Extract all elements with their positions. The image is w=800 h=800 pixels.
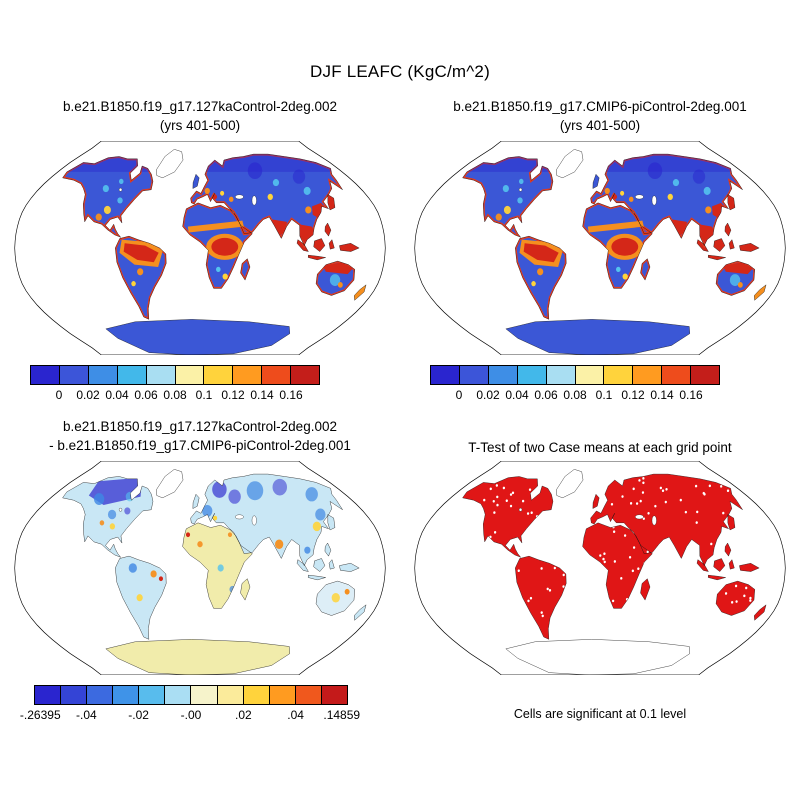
map-case2: [414, 141, 786, 355]
colorbar-segment: [242, 686, 269, 704]
colorbar-tick-label: 0.12: [221, 388, 245, 402]
world-map: [14, 461, 386, 675]
colorbar-segment: [603, 366, 633, 384]
colorbar-tick-label: 0.16: [679, 388, 703, 402]
colorbar-tick-label: 0.12: [621, 388, 645, 402]
colorbar-tick-label: 0.14: [250, 388, 274, 402]
world-map: [414, 461, 786, 675]
colorbar-segment: [545, 366, 575, 384]
colorbar-segment: [574, 366, 604, 384]
colorbar-segment: [261, 366, 291, 384]
panel-case1-title: b.e21.B1850.f19_g17.127kaControl-2deg.00…: [0, 97, 400, 137]
colorbar-segment: [31, 366, 59, 384]
map-ttest: [414, 461, 786, 675]
colorbar: [34, 685, 348, 705]
colorbar-segment: [690, 366, 720, 384]
panel-ttest-title-line1: T-Test of two Case means at each grid po…: [468, 439, 732, 455]
world-map: [14, 141, 386, 355]
colorbar-tick-label: 0.1: [595, 388, 613, 402]
colorbar-segment: [138, 686, 165, 704]
colorbar-tick-label: 0: [55, 388, 63, 402]
colorbar-tick-label: 0: [455, 388, 463, 402]
colorbar-tick-label: 0.02: [76, 388, 100, 402]
colorbar-segment: [431, 366, 459, 384]
colorbar-case1: 0 0.02 0.04 0.06 0.08 0.1 0.12 0.14 0.16: [30, 365, 320, 404]
colorbar-tick-label: -.02: [128, 708, 149, 722]
colorbar-segment: [112, 686, 139, 704]
map-case1: [14, 141, 386, 355]
colorbar-labels: 0 0.02 0.04 0.06 0.08 0.1 0.12 0.14 0.16: [30, 388, 320, 404]
colorbar-labels: -.26395 -.04 -.02 -.00 .02 .04 .14859: [20, 708, 360, 724]
colorbar-segment: [87, 366, 117, 384]
colorbar-tick-label: 0.06: [534, 388, 558, 402]
colorbar-segment: [58, 366, 88, 384]
colorbar-segment: [203, 366, 233, 384]
panel-case1-title-line1: b.e21.B1850.f19_g17.127kaControl-2deg.00…: [63, 99, 337, 114]
colorbar-segment: [35, 686, 61, 704]
colorbar-segment: [190, 686, 217, 704]
colorbar-labels: 0 0.02 0.04 0.06 0.08 0.1 0.12 0.14 0.16: [430, 388, 720, 404]
colorbar-segment: [164, 686, 191, 704]
colorbar-segment: [232, 366, 262, 384]
colorbar-segment: [145, 366, 175, 384]
main-title: DJF LEAFC (KgC/m^2): [310, 62, 490, 81]
colorbar-tick-label: 0.08: [563, 388, 587, 402]
colorbar-tick-label: 0.1: [195, 388, 213, 402]
ttest-caption: Cells are significant at 0.1 level: [513, 707, 687, 721]
panel-difference-title-line1: b.e21.B1850.f19_g17.127kaControl-2deg.00…: [63, 419, 337, 434]
colorbar-segment: [174, 366, 204, 384]
colorbar-segment: [86, 686, 113, 704]
colorbar-segment: [60, 686, 87, 704]
colorbar-segment: [320, 686, 347, 704]
colorbar-segment: [290, 366, 320, 384]
colorbar-tick-label: -.04: [76, 708, 97, 722]
colorbar-tick-label: 0.04: [105, 388, 129, 402]
colorbar-tick-label: 0.14: [650, 388, 674, 402]
panel-ttest: T-Test of two Case means at each grid po…: [400, 417, 800, 721]
colorbar-tick-label: .04: [287, 708, 304, 722]
colorbar: [30, 365, 320, 385]
colorbar-segment: [268, 686, 295, 704]
colorbar-segment: [216, 686, 243, 704]
panel-difference-title: b.e21.B1850.f19_g17.127kaControl-2deg.00…: [0, 417, 400, 457]
colorbar-tick-label: 0.16: [279, 388, 303, 402]
colorbar-tick-label: .02: [235, 708, 252, 722]
colorbar-segment: [487, 366, 517, 384]
panel-case2: b.e21.B1850.f19_g17.CMIP6-piControl-2deg…: [400, 97, 800, 404]
colorbar-segment: [516, 366, 546, 384]
colorbar-case2: 0 0.02 0.04 0.06 0.08 0.1 0.12 0.14 0.16: [430, 365, 720, 404]
colorbar-tick-label: 0.02: [476, 388, 500, 402]
colorbar-tick-label: -.26395: [19, 708, 61, 722]
colorbar-tick-label: 0.04: [505, 388, 529, 402]
colorbar-tick-label: .14859: [323, 708, 361, 722]
colorbar-segment: [116, 366, 146, 384]
panel-ttest-title: T-Test of two Case means at each grid po…: [400, 417, 800, 457]
colorbar-segment: [632, 366, 662, 384]
panel-case2-title-line2: (yrs 401-500): [559, 118, 641, 134]
world-map: [414, 141, 786, 355]
panel-difference: b.e21.B1850.f19_g17.127kaControl-2deg.00…: [0, 417, 400, 724]
map-difference: [14, 461, 386, 675]
colorbar-tick-label: 0.08: [163, 388, 187, 402]
colorbar-segment: [294, 686, 321, 704]
colorbar-tick-label: 0.06: [134, 388, 158, 402]
colorbar-segment: [458, 366, 488, 384]
panel-case2-title-line1: b.e21.B1850.f19_g17.CMIP6-piControl-2deg…: [453, 99, 747, 114]
colorbar-segment: [661, 366, 691, 384]
colorbar: [430, 365, 720, 385]
panel-case2-title: b.e21.B1850.f19_g17.CMIP6-piControl-2deg…: [400, 97, 800, 137]
panel-case1-title-line2: (yrs 401-500): [159, 118, 241, 134]
panel-difference-title-line2: - b.e21.B1850.f19_g17.CMIP6-piControl-2d…: [49, 438, 351, 454]
colorbar-tick-label: -.00: [180, 708, 202, 722]
panel-case1: b.e21.B1850.f19_g17.127kaControl-2deg.00…: [0, 97, 400, 404]
colorbar-difference: -.26395 -.04 -.02 -.00 .02 .04 .14859: [20, 685, 360, 724]
